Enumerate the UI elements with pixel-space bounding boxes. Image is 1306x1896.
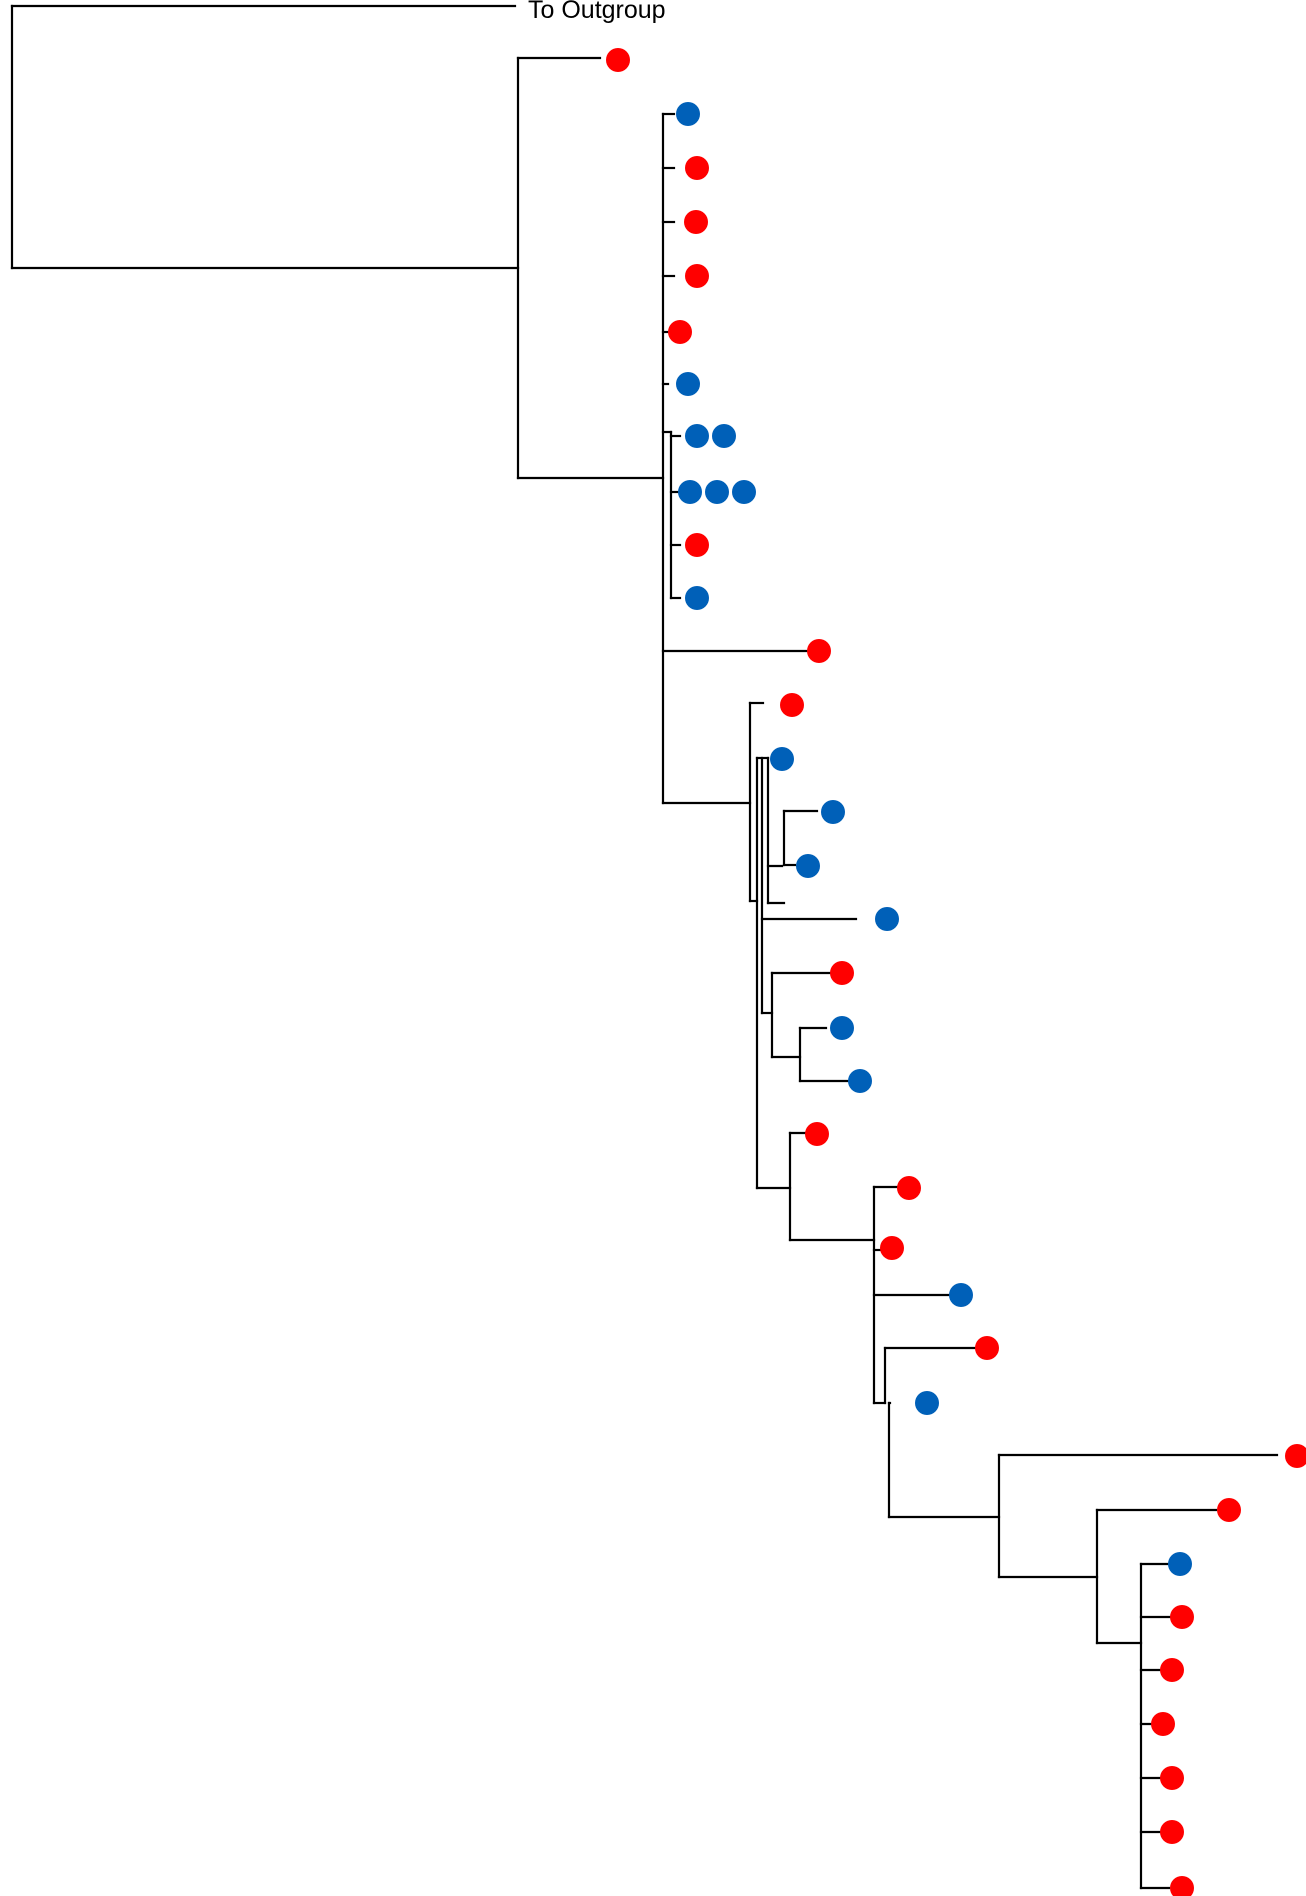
red-tip-dot bbox=[805, 1122, 829, 1146]
blue-tip-dot bbox=[830, 1016, 854, 1040]
red-tip-dot bbox=[1160, 1820, 1184, 1844]
red-tip-dot bbox=[1160, 1766, 1184, 1790]
red-tip-dot bbox=[1170, 1876, 1194, 1896]
red-tip-dot bbox=[897, 1176, 921, 1200]
blue-tip-dot bbox=[685, 424, 709, 448]
red-tip-dot bbox=[1160, 1658, 1184, 1682]
blue-tip-dot bbox=[676, 372, 700, 396]
red-tip-dot bbox=[1170, 1605, 1194, 1629]
red-tip-dot bbox=[685, 156, 709, 180]
outgroup-label: To Outgroup bbox=[528, 0, 666, 24]
red-tip-dot bbox=[1217, 1498, 1241, 1522]
blue-tip-dot bbox=[915, 1391, 939, 1415]
blue-tip-dot bbox=[732, 480, 756, 504]
blue-tip-dot bbox=[821, 800, 845, 824]
red-tip-dot bbox=[684, 210, 708, 234]
red-tip-dot bbox=[807, 639, 831, 663]
blue-tip-dot bbox=[796, 854, 820, 878]
red-tip-dot bbox=[975, 1336, 999, 1360]
blue-tip-dot bbox=[949, 1283, 973, 1307]
blue-tip-dot bbox=[712, 424, 736, 448]
red-tip-dot bbox=[1151, 1712, 1175, 1736]
red-tip-dot bbox=[880, 1236, 904, 1260]
red-tip-dot bbox=[780, 693, 804, 717]
red-tip-dot bbox=[606, 48, 630, 72]
red-tip-dot bbox=[668, 320, 692, 344]
blue-tip-dot bbox=[1168, 1552, 1192, 1576]
blue-tip-dot bbox=[685, 586, 709, 610]
red-tip-dot bbox=[830, 961, 854, 985]
tree-tips bbox=[606, 48, 1306, 1896]
blue-tip-dot bbox=[848, 1069, 872, 1093]
blue-tip-dot bbox=[770, 747, 794, 771]
blue-tip-dot bbox=[875, 907, 899, 931]
blue-tip-dot bbox=[705, 480, 729, 504]
blue-tip-dot bbox=[678, 480, 702, 504]
red-tip-dot bbox=[685, 533, 709, 557]
red-tip-dot bbox=[1285, 1444, 1306, 1468]
blue-tip-dot bbox=[676, 102, 700, 126]
red-tip-dot bbox=[685, 264, 709, 288]
tree-branches bbox=[10, 4, 1279, 1890]
